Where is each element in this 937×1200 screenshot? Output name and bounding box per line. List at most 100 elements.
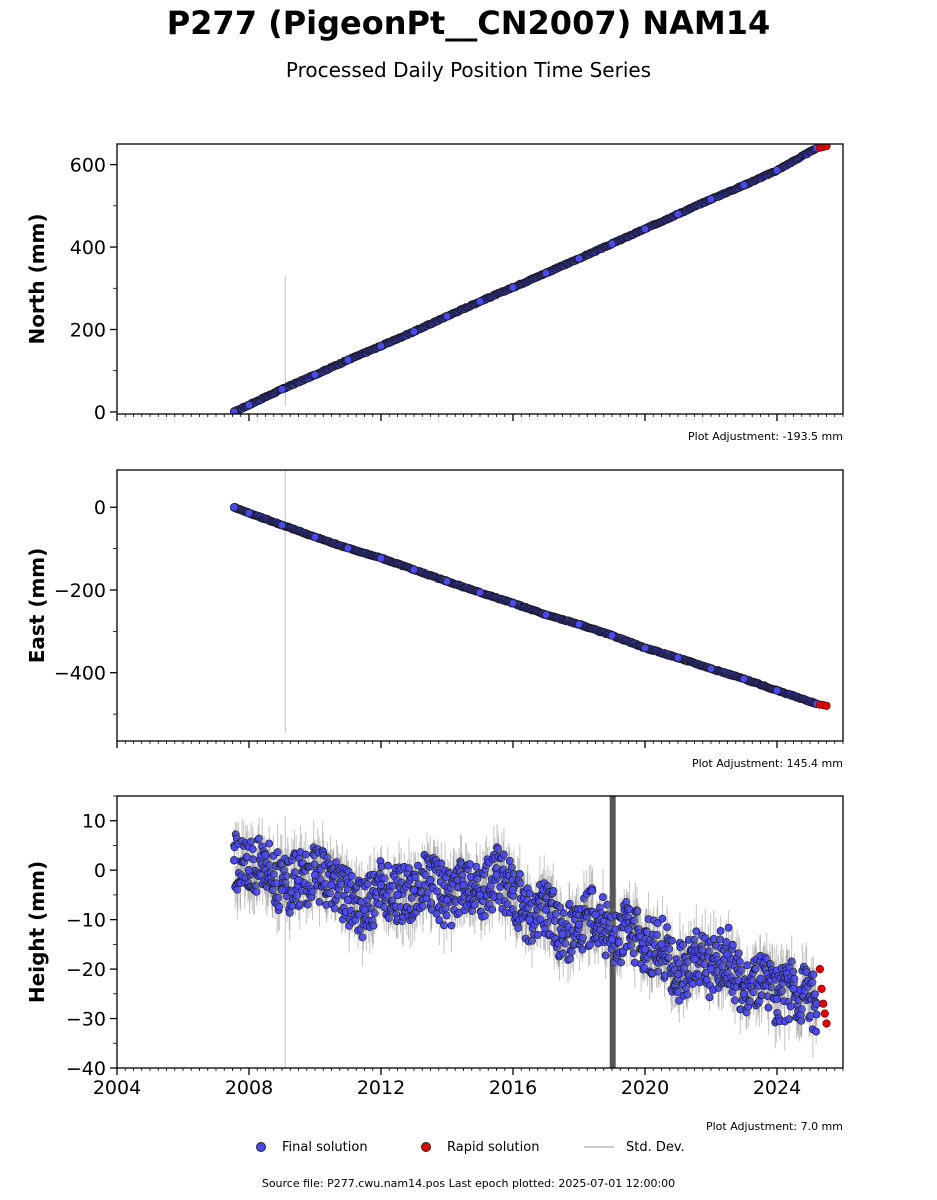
- legend-marker-final: [256, 1142, 266, 1152]
- y-axis-label: East (mm): [25, 548, 49, 664]
- data-point-final: [427, 898, 436, 907]
- legend-marker-rapid: [421, 1142, 431, 1152]
- data-point-final: [230, 407, 239, 414]
- data-point-final: [640, 643, 650, 653]
- data-point-final: [723, 950, 732, 959]
- data-point-final: [629, 949, 638, 958]
- data-point-final: [739, 181, 749, 190]
- x-tick-label: 2020: [621, 1077, 669, 1099]
- chart-subtitle: Processed Daily Position Time Series: [285, 58, 652, 82]
- data-point-final: [515, 869, 524, 878]
- data-point-final: [442, 312, 452, 321]
- data-point-final: [673, 209, 683, 219]
- data-point-final: [310, 370, 320, 379]
- y-tick-label: 200: [70, 319, 106, 341]
- y-tick-label: −40: [66, 1058, 106, 1080]
- data-point-final: [470, 900, 479, 909]
- data-point-final: [789, 984, 798, 994]
- legend-item-final: Final solution: [256, 1138, 368, 1156]
- data-point-final: [737, 965, 746, 974]
- data-point-final: [607, 935, 617, 944]
- y-tick-label: 400: [70, 237, 106, 259]
- data-point-final: [614, 938, 623, 947]
- data-point-final: [389, 881, 398, 890]
- y-tick-label: 0: [94, 860, 106, 882]
- data-point-final: [653, 919, 662, 928]
- data-point-final: [370, 909, 379, 918]
- x-tick-label: 2016: [489, 1077, 537, 1099]
- data-point-final: [277, 385, 287, 394]
- data-point-final: [808, 978, 817, 987]
- data-point-final: [426, 875, 435, 885]
- data-point-final: [673, 653, 683, 662]
- y-tick-label: −20: [66, 959, 106, 981]
- panel-frame: [116, 469, 844, 742]
- data-point-final: [421, 871, 430, 879]
- y-tick-label: 10: [82, 811, 106, 833]
- data-point-final: [551, 909, 560, 918]
- data-point-final: [556, 903, 565, 912]
- data-point-final: [475, 890, 485, 900]
- data-point-final: [745, 997, 754, 1006]
- data-point-final: [772, 686, 782, 695]
- data-point-final: [508, 599, 518, 608]
- data-point-final: [588, 886, 597, 895]
- data-point-final: [558, 930, 567, 939]
- data-point-final: [772, 166, 782, 175]
- data-point-final: [692, 927, 701, 936]
- data-point-final: [627, 941, 636, 950]
- data-point-final: [377, 862, 386, 871]
- x-tick-label: 2008: [225, 1077, 273, 1099]
- data-point-final: [812, 1010, 821, 1019]
- data-point-final: [248, 845, 257, 854]
- data-point-final: [360, 905, 369, 914]
- y-axis-label: Height (mm): [25, 861, 49, 1003]
- data-point-final: [310, 870, 320, 880]
- data-point-final: [772, 994, 782, 1003]
- data-point-final: [728, 940, 737, 949]
- data-point-final: [475, 588, 485, 597]
- data-point-final: [358, 933, 367, 942]
- y-tick-label: −10: [66, 910, 106, 932]
- chart-title: P277 (PigeonPt__CN2007) NAM14: [166, 4, 771, 42]
- data-point-final: [435, 916, 444, 925]
- y-tick-label: −200: [54, 580, 106, 602]
- data-point-final: [664, 953, 673, 962]
- data-point-final: [327, 880, 336, 890]
- data-point-final: [679, 940, 687, 949]
- data-point-final: [797, 1016, 806, 1025]
- plot-area: [230, 144, 831, 414]
- data-point-final: [657, 940, 666, 949]
- panel-frame: [116, 143, 844, 415]
- data-point-final: [376, 341, 386, 351]
- data-point-final: [303, 900, 312, 909]
- data-point-final: [640, 945, 650, 954]
- data-point-final: [633, 907, 642, 915]
- data-point-final: [541, 268, 551, 278]
- data-point-final: [442, 895, 452, 905]
- data-point-final: [244, 508, 254, 518]
- y-tick-label: 0: [94, 402, 106, 424]
- x-tick-label: 2012: [357, 1077, 405, 1099]
- data-point-final: [790, 974, 799, 983]
- data-point-final: [269, 870, 278, 879]
- data-point-final: [255, 834, 264, 843]
- data-point-final: [658, 914, 667, 923]
- data-point-final: [778, 986, 787, 995]
- data-point-final: [756, 974, 765, 984]
- data-point-final: [811, 990, 819, 999]
- data-point-final: [285, 908, 294, 917]
- data-point-final: [480, 911, 489, 920]
- data-point-final: [543, 918, 552, 927]
- data-point-final: [787, 957, 796, 966]
- data-point-final: [749, 988, 758, 997]
- data-point-final: [607, 631, 617, 640]
- data-point-final: [640, 224, 650, 234]
- data-point-final: [809, 970, 818, 979]
- data-point-final: [244, 400, 254, 410]
- plot-area: [229, 796, 831, 1068]
- data-point-final: [437, 859, 446, 868]
- data-point-final: [574, 920, 584, 929]
- data-point-final: [541, 905, 551, 914]
- data-point-final: [499, 850, 508, 859]
